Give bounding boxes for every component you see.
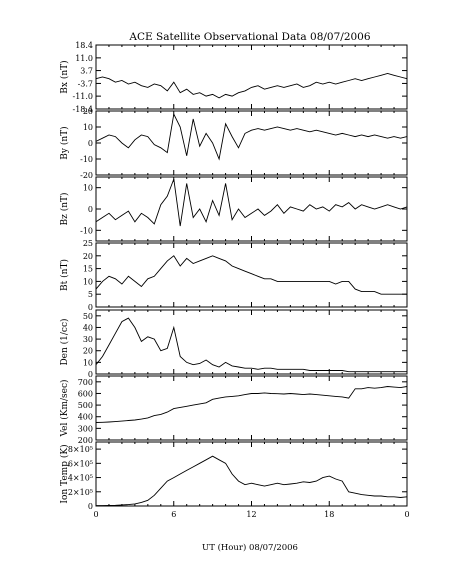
y-tick-label: 2×10⁵ [68,488,93,497]
y-tick-label: 20 [83,252,93,261]
y-tick-label: 15 [83,265,93,274]
panel-frame [95,44,408,110]
y-tick-label: 400 [78,413,93,422]
y-tick-label: 300 [78,424,93,433]
panel-1: 18.4 11.0 3.7 -3.7 -11.0 -18.4 Bx (nT) [59,41,408,114]
panel-frame [95,176,408,242]
y-tick-label: 11.0 [75,54,93,63]
y-tick-label: 5 [88,290,93,299]
x-tick-label: 0 [93,510,98,519]
y-axis-label: Vel (Km/sec) [59,379,70,437]
panels: 18.4 11.0 3.7 -3.7 -11.0 -18.4 Bx (nT) 20 10 0 -10… [59,41,408,511]
y-tick-label: 4×10⁵ [68,474,93,483]
panel-2: 20 10 0 -10 -20 By (nT) [59,107,408,180]
x-axis-label: UT (Hour) 08/07/2006 [202,542,298,553]
series-line [95,317,407,373]
x-tick-label: 18 [324,510,334,519]
panel-3: 10 0 -10 Bz (nT) [59,176,408,242]
panel-frame [95,110,408,176]
y-axis-label: Bz (nT) [59,192,70,225]
x-tick-label: 12 [246,510,256,519]
y-axis-label: Ion Temp (K) [59,444,70,503]
y-tick-label: 6×10⁵ [68,459,93,468]
y-tick-label: -10 [80,226,93,235]
panel-frame [95,242,408,308]
y-tick-label: 10 [83,123,93,132]
y-tick-label: 600 [78,389,93,398]
series-line [96,455,408,507]
y-axis-label: Bt (nT) [59,259,70,291]
y-tick-label: 0 [88,370,93,379]
y-tick-label: 40 [83,323,93,332]
y-tick-label: 20 [83,347,93,356]
y-tick-label: 30 [83,335,93,344]
series-line [95,112,408,161]
panel-frame [95,309,408,375]
y-tick-label: 20 [83,107,93,116]
y-tick-label: 10 [83,277,93,286]
panel-4: 25 20 15 10 5 0 Bt (nT) [59,239,408,312]
panel-5: 50 40 30 20 10 0 Den (1/cc) [59,309,408,379]
y-tick-label: 500 [78,401,93,410]
panel-frame [95,441,408,507]
series-line [95,386,408,423]
y-tick-label: 25 [83,239,93,248]
x-tick-label: 6 [171,510,176,519]
y-tick-label: 200 [78,436,93,445]
y-tick-label: 700 [78,378,93,387]
y-tick-label: 0 [88,303,93,312]
x-tick-label: 0 [404,510,409,519]
y-tick-label: 0 [88,502,93,511]
x-axis-ticks: 0 6 12 18 0 [93,510,409,519]
y-tick-label: 0 [88,139,93,148]
series-line [95,73,408,99]
y-tick-label: 50 [83,312,93,321]
y-tick-label: -18.4 [72,105,93,114]
y-tick-label: 0 [88,205,93,214]
y-axis-label: By (nT) [59,126,70,159]
y-tick-label: 10 [83,184,93,193]
y-tick-label: -11.0 [72,92,93,101]
y-tick-label: 3.7 [80,67,93,76]
y-axis-label: Den (1/cc) [59,318,70,365]
panel-frame [95,375,408,441]
y-axis-label: Bx (nT) [59,60,70,93]
y-tick-label: -10 [80,155,93,164]
y-tick-label: -20 [80,171,93,180]
y-tick-label: 10 [83,358,93,367]
panel-6: 700 600 500 400 300 200 Vel (Km/sec) [59,375,408,445]
figure-title: ACE Satellite Observational Data 08/07/2… [128,31,370,43]
series-line [95,178,408,227]
y-tick-label: 8×10⁵ [68,445,93,454]
panel-7: 8×10⁵ 6×10⁵ 4×10⁵ 2×10⁵ 0 Ion Temp (K) [59,441,408,511]
y-tick-label: 18.4 [75,41,93,50]
y-tick-label: -3.7 [78,79,93,88]
series-line [95,255,407,295]
